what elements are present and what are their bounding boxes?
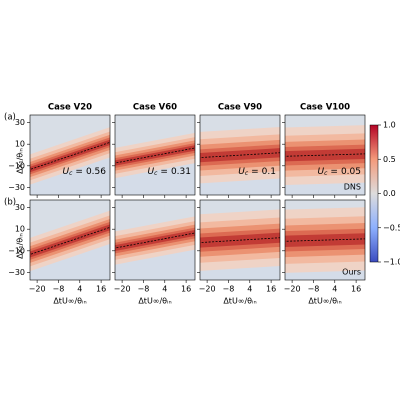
x-tick-label: −20 xyxy=(29,285,46,294)
column-title: Case V100 xyxy=(300,103,350,113)
y-tick-label: 30 xyxy=(15,203,25,212)
ridge-band xyxy=(285,148,365,162)
y-axis-label: Δx₁/θᵢₙ xyxy=(16,233,25,259)
ridge-line xyxy=(115,147,195,164)
annotation-relation: = xyxy=(251,167,259,177)
ridge-line xyxy=(115,232,195,249)
x-tick-label: −20 xyxy=(284,285,301,294)
row-label: (b) xyxy=(4,198,16,208)
annotation-subscript: c xyxy=(69,170,73,177)
annotation-symbol: U xyxy=(318,167,325,177)
ridge-band xyxy=(200,148,280,163)
annotation-relation: = xyxy=(330,167,338,177)
column-title: Case V90 xyxy=(218,103,262,113)
x-tick-label: −20 xyxy=(199,285,216,294)
panel xyxy=(30,200,110,280)
annotation: Uc = 0.56 xyxy=(63,167,107,177)
x-axis-label: ΔtU∞/θᵢₙ xyxy=(223,297,256,306)
panel xyxy=(200,200,280,280)
panel-frame xyxy=(284,199,366,281)
panel xyxy=(285,115,365,195)
ridge-band xyxy=(30,139,110,173)
panel xyxy=(200,115,280,195)
colorbar-tick-label: −1.0 xyxy=(383,258,400,267)
annotation-subscript: c xyxy=(324,170,328,177)
x-tick-label: 4 xyxy=(162,285,167,294)
annotation-relation: = xyxy=(75,167,83,177)
ridge-band xyxy=(285,233,365,247)
colorbar-tick-label: 1.0 xyxy=(383,121,396,130)
colorbar-tick-label: 0.5 xyxy=(383,155,396,164)
colorbar-tick-label: 0.0 xyxy=(383,189,396,198)
annotation-subscript: c xyxy=(245,170,249,177)
x-tick-label: 16 xyxy=(96,285,106,294)
ridge-line xyxy=(285,153,365,157)
panel-frame xyxy=(114,114,196,196)
x-tick-label: 4 xyxy=(332,285,337,294)
x-axis-label: ΔtU∞/θᵢₙ xyxy=(53,297,86,306)
y-axis-label: Δx₁/θᵢₙ xyxy=(16,148,25,174)
row-tag: DNS xyxy=(344,183,361,192)
annotation-value: 0.1 xyxy=(262,167,276,177)
x-tick-label: −8 xyxy=(53,285,65,294)
x-tick-label: 16 xyxy=(351,285,361,294)
panel xyxy=(115,115,195,195)
annotation-symbol: U xyxy=(238,167,245,177)
y-tick-label: −30 xyxy=(8,268,25,277)
panel-frame xyxy=(199,199,281,281)
panel-frame xyxy=(29,199,111,281)
annotation-relation: = xyxy=(160,167,168,177)
y-tick-label: −30 xyxy=(8,183,25,192)
ridge-line xyxy=(200,152,280,158)
annotation-value: 0.05 xyxy=(341,167,361,177)
ridge-line xyxy=(200,237,280,243)
panel-frame xyxy=(284,114,366,196)
panel-frame xyxy=(199,114,281,196)
x-tick-label: 16 xyxy=(266,285,276,294)
y-tick-label: −10 xyxy=(8,161,25,170)
x-tick-label: 4 xyxy=(77,285,82,294)
x-tick-label: −8 xyxy=(308,285,320,294)
annotation: Uc = 0.1 xyxy=(238,167,276,177)
ridge-band xyxy=(200,232,280,248)
y-tick-label: 30 xyxy=(15,118,25,127)
y-tick-label: 10 xyxy=(15,140,25,149)
annotation-value: 0.56 xyxy=(86,167,106,177)
row-label: (a) xyxy=(4,113,16,123)
x-tick-label: −20 xyxy=(114,285,131,294)
annotation-value: 0.31 xyxy=(171,167,191,177)
annotation-symbol: U xyxy=(148,167,155,177)
annotation-symbol: U xyxy=(63,167,70,177)
panel xyxy=(285,200,365,280)
x-tick-label: 4 xyxy=(247,285,252,294)
panel-frame xyxy=(114,199,196,281)
x-tick-label: −8 xyxy=(223,285,235,294)
panel xyxy=(115,200,195,280)
x-axis-label: ΔtU∞/θᵢₙ xyxy=(308,297,341,306)
x-tick-label: −8 xyxy=(138,285,150,294)
y-tick-label: 10 xyxy=(15,225,25,234)
x-axis-label: ΔtU∞/θᵢₙ xyxy=(138,297,171,306)
y-tick-label: −10 xyxy=(8,246,25,255)
column-title: Case V20 xyxy=(48,103,92,113)
colorbar xyxy=(369,124,379,263)
annotation-subscript: c xyxy=(154,170,158,177)
ridge-line xyxy=(285,238,365,242)
row-tag: Ours xyxy=(342,268,361,277)
x-tick-label: 16 xyxy=(181,285,191,294)
panel xyxy=(30,115,110,195)
panel-frame xyxy=(29,114,111,196)
colorbar-tick-label: −0.5 xyxy=(383,223,400,232)
ridge-band xyxy=(30,224,110,258)
column-title: Case V60 xyxy=(133,103,177,113)
annotation: Uc = 0.31 xyxy=(148,167,192,177)
annotation: Uc = 0.05 xyxy=(318,167,362,177)
